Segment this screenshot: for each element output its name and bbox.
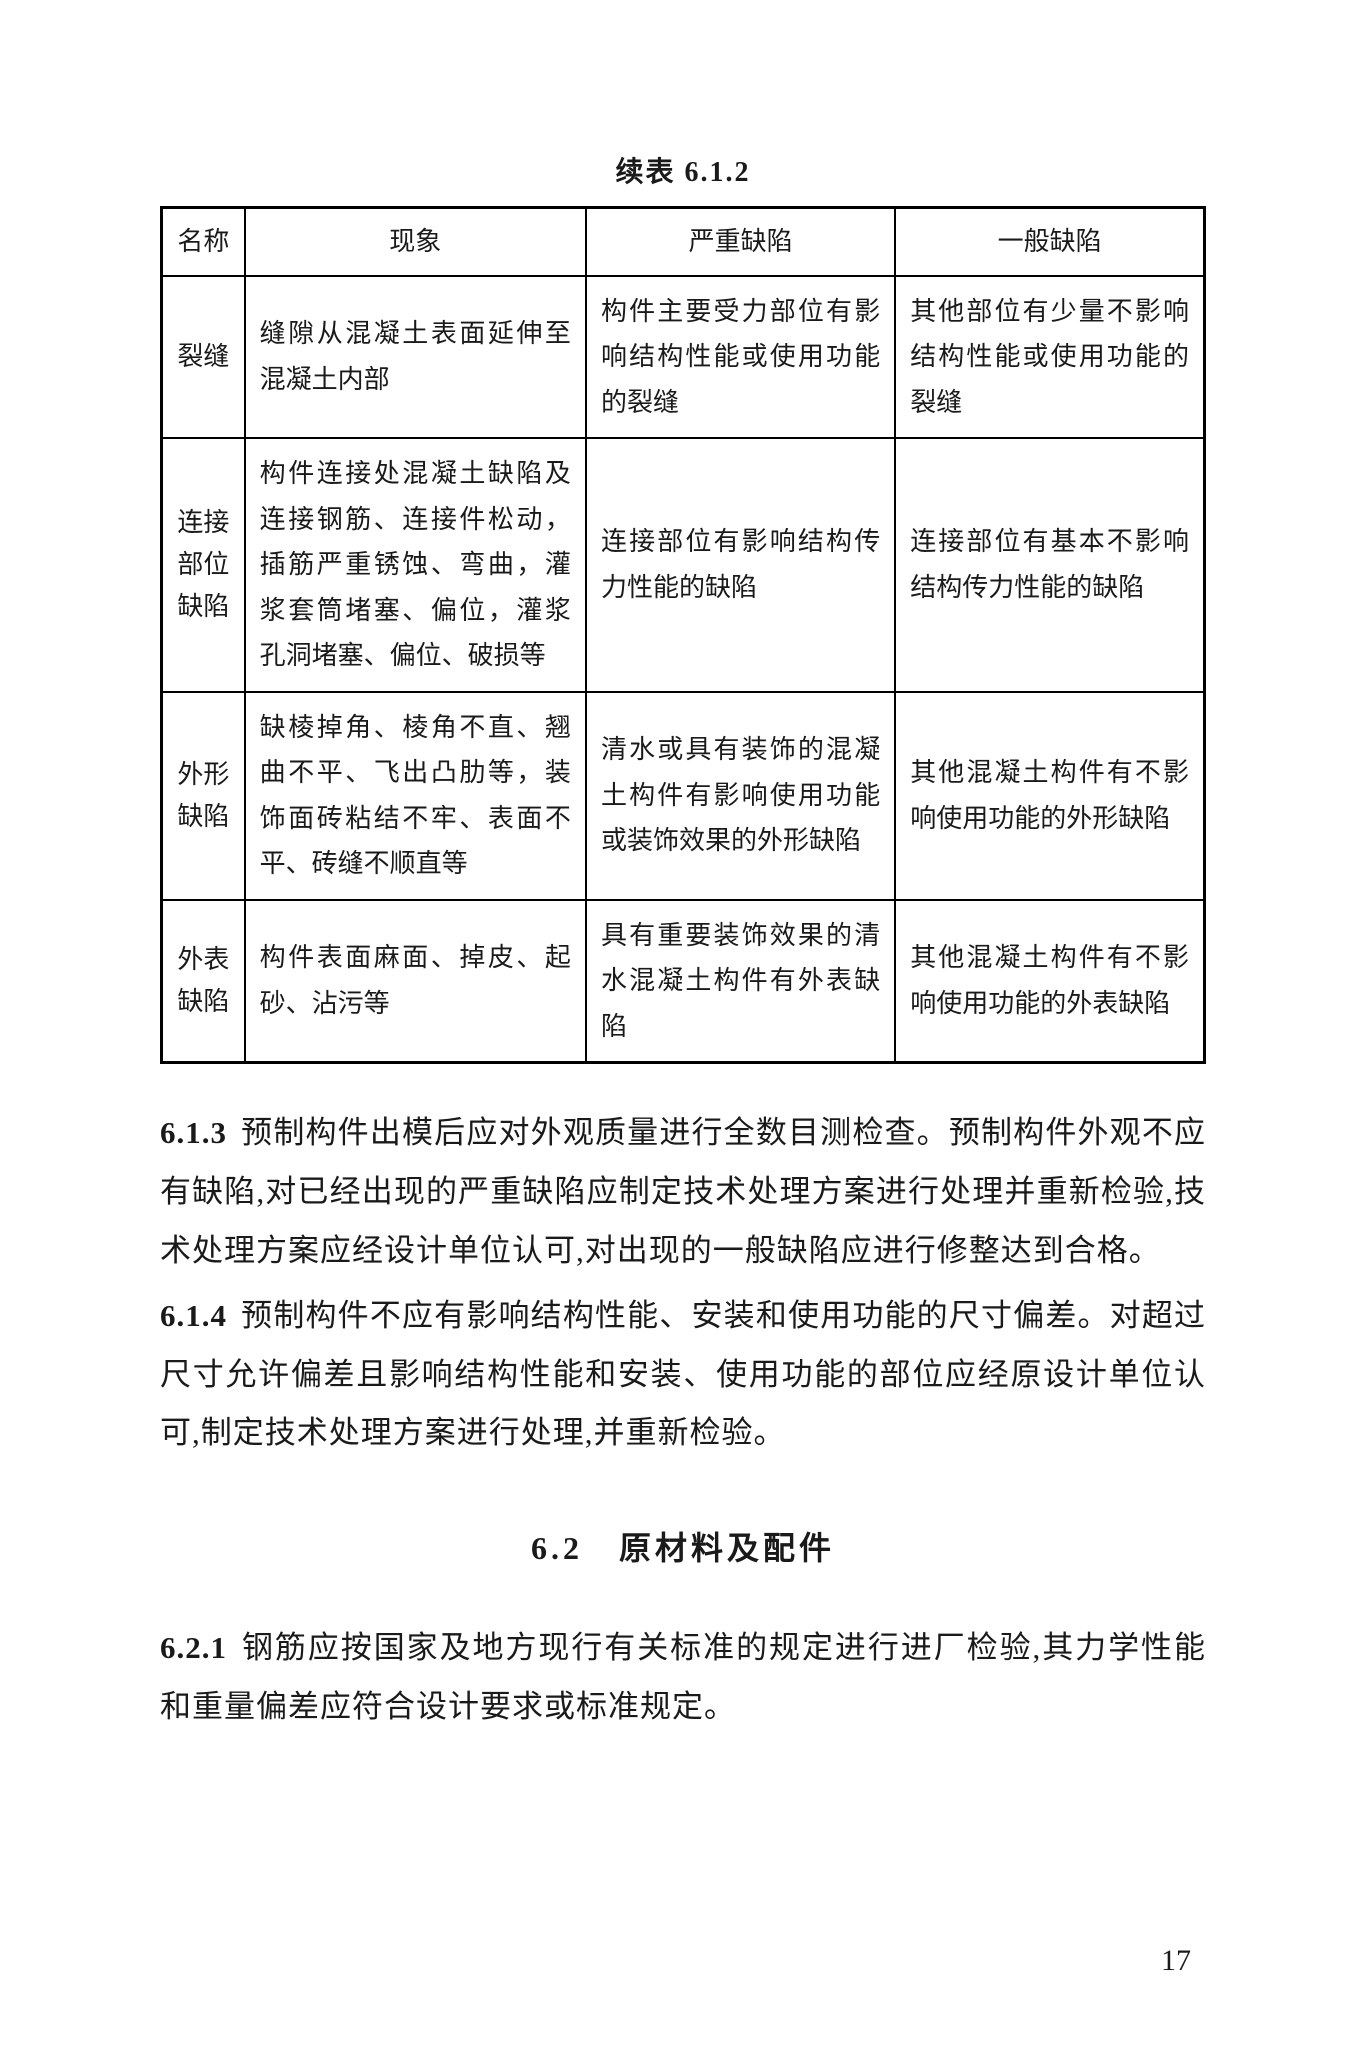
- table-caption: 续表 6.1.2: [160, 150, 1206, 190]
- defect-table: 名称 现象 严重缺陷 一般缺陷 裂缝 缝隙从混凝土表面延伸至混凝土内部 构件主要…: [160, 206, 1206, 1064]
- clause-text: 钢筋应按国家及地方现行有关标准的规定进行进厂检验,其力学性能和重量偏差应符合设计…: [160, 1630, 1206, 1724]
- cell-yb: 其他混凝土构件有不影响使用功能的外形缺陷: [895, 692, 1204, 900]
- cell-xx: 构件连接处混凝土缺陷及连接钢筋、连接件松动，插筋严重锈蚀、弯曲，灌浆套筒堵塞、偏…: [245, 438, 586, 692]
- cell-xx: 缺棱掉角、棱角不直、翘曲不平、飞出凸肋等，装饰面砖粘结不牢、表面不平、砖缝不顺直…: [245, 692, 586, 900]
- th-yz: 严重缺陷: [586, 208, 895, 276]
- cell-yz: 清水或具有装饰的混凝土构件有影响使用功能或装饰效果的外形缺陷: [586, 692, 895, 900]
- cell-yz: 构件主要受力部位有影响结构性能或使用功能的裂缝: [586, 276, 895, 439]
- clause-621: 6.2.1钢筋应按国家及地方现行有关标准的规定进行进厂检验,其力学性能和重量偏差…: [160, 1619, 1206, 1737]
- cell-name: 裂缝: [162, 276, 245, 439]
- cell-xx: 缝隙从混凝土表面延伸至混凝土内部: [245, 276, 586, 439]
- cell-xx: 构件表面麻面、掉皮、起砂、沾污等: [245, 900, 586, 1063]
- cell-yb: 其他混凝土构件有不影响使用功能的外表缺陷: [895, 900, 1204, 1063]
- cell-name: 连接部位缺陷: [162, 438, 245, 692]
- th-yb: 一般缺陷: [895, 208, 1204, 276]
- table-row: 连接部位缺陷 构件连接处混凝土缺陷及连接钢筋、连接件松动，插筋严重锈蚀、弯曲，灌…: [162, 438, 1205, 692]
- cell-name: 外表缺陷: [162, 900, 245, 1063]
- clause-num: 6.2.1: [160, 1630, 227, 1665]
- cell-yb: 连接部位有基本不影响结构传力性能的缺陷: [895, 438, 1204, 692]
- table-row: 裂缝 缝隙从混凝土表面延伸至混凝土内部 构件主要受力部位有影响结构性能或使用功能…: [162, 276, 1205, 439]
- section-heading-62: 6.2 原材料及配件: [160, 1523, 1206, 1569]
- table-header-row: 名称 现象 严重缺陷 一般缺陷: [162, 208, 1205, 276]
- table-row: 外形缺陷 缺棱掉角、棱角不直、翘曲不平、飞出凸肋等，装饰面砖粘结不牢、表面不平、…: [162, 692, 1205, 900]
- clause-num: 6.1.3: [160, 1115, 227, 1150]
- table-row: 外表缺陷 构件表面麻面、掉皮、起砂、沾污等 具有重要装饰效果的清水混凝土构件有外…: [162, 900, 1205, 1063]
- page-number: 17: [1161, 1944, 1191, 1978]
- clause-text: 预制构件不应有影响结构性能、安装和使用功能的尺寸偏差。对超过尺寸允许偏差且影响结…: [160, 1298, 1206, 1451]
- clause-614: 6.1.4预制构件不应有影响结构性能、安装和使用功能的尺寸偏差。对超过尺寸允许偏…: [160, 1287, 1206, 1464]
- clause-text: 预制构件出模后应对外观质量进行全数目测检查。预制构件外观不应有缺陷,对已经出现的…: [160, 1115, 1206, 1268]
- cell-yz: 连接部位有影响结构传力性能的缺陷: [586, 438, 895, 692]
- th-name: 名称: [162, 208, 245, 276]
- cell-yz: 具有重要装饰效果的清水混凝土构件有外表缺陷: [586, 900, 895, 1063]
- th-xx: 现象: [245, 208, 586, 276]
- cell-name: 外形缺陷: [162, 692, 245, 900]
- clause-num: 6.1.4: [160, 1298, 227, 1333]
- cell-yb: 其他部位有少量不影响结构性能或使用功能的裂缝: [895, 276, 1204, 439]
- clause-613: 6.1.3预制构件出模后应对外观质量进行全数目测检查。预制构件外观不应有缺陷,对…: [160, 1104, 1206, 1281]
